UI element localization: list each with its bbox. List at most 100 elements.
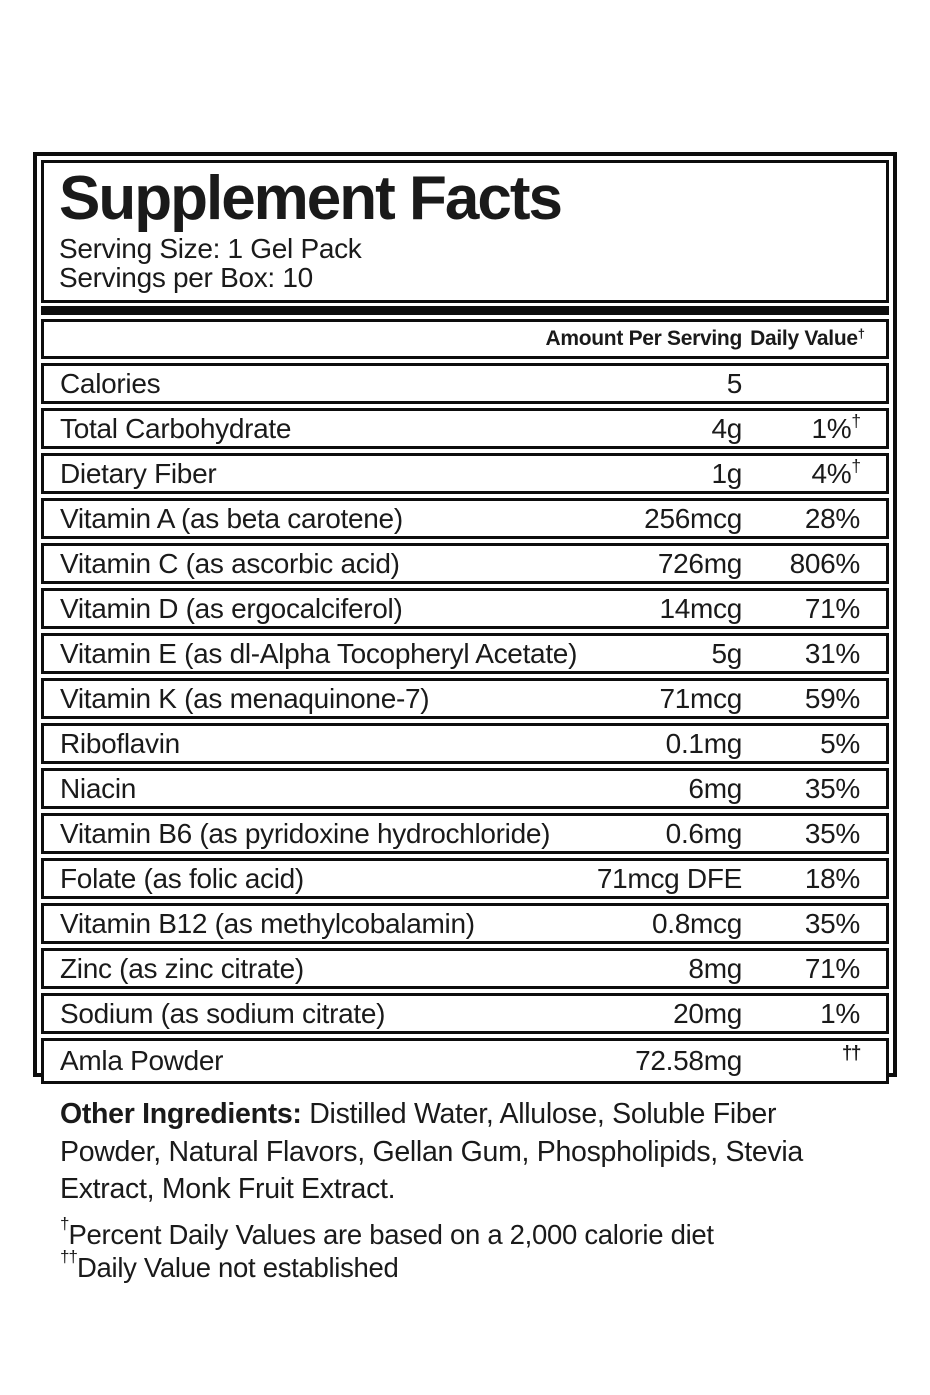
nutrient-daily-value: 71% [742,953,886,985]
table-row: Vitamin D (as ergocalciferol) 14mcg 71% [41,588,889,630]
table-row: Vitamin B12 (as methylcobalamin) 0.8mcg … [41,903,889,945]
page-title: Supplement Facts [59,164,563,233]
column-header-daily-value: Daily Value † [742,326,886,351]
table-row: Zinc (as zinc citrate) 8mg 71% [41,948,889,990]
nutrient-daily-value: 1% † [742,410,886,445]
daily-value-header-dagger: † [857,326,865,342]
nutrient-daily-value: 35% [742,773,886,805]
daily-value-dagger: †† [841,1043,862,1065]
other-ingredients-label: Other Ingredients: [60,1098,302,1130]
nutrient-name: Dietary Fiber [60,457,217,489]
daily-value-dagger: † [851,455,861,476]
daily-value-text: 1% [820,997,860,1029]
table-row: Dietary Fiber 1g 4% † [41,453,889,495]
nutrient-daily-value: 1% [742,998,886,1030]
nutrient-name: Vitamin C (as ascorbic acid) [60,547,400,579]
panel-header: Supplement Facts Serving Size: 1 Gel Pac… [41,160,889,304]
other-ingredients-text: Distilled Water, Allulose, Soluble Fiber… [60,1098,803,1206]
daily-value-text: 4% [811,457,852,489]
table-row: Vitamin C (as ascorbic acid) 726mg 806% [41,543,889,585]
panel-footer: Other Ingredients: Distilled Water, Allu… [60,1096,875,1284]
nutrient-amount: 20mg [673,997,742,1029]
table-row: Sodium (as sodium citrate) 20mg 1% [41,993,889,1035]
table-row: Vitamin B6 (as pyridoxine hydrochloride)… [41,813,889,855]
footnote-double-dagger: †† [60,1246,78,1266]
table-row: Vitamin A (as beta carotene) 256mcg 28% [41,498,889,540]
table-row: Vitamin K (as menaquinone-7) 71mcg 59% [41,678,889,720]
nutrient-amount: 5g [711,637,742,669]
nutrient-name: Vitamin E (as dl-Alpha Tocopheryl Acetat… [60,637,578,669]
nutrient-name: Sodium (as sodium citrate) [60,997,386,1029]
nutrient-daily-value: 35% [742,908,886,940]
other-ingredients: Other Ingredients: Distilled Water, Allu… [60,1096,875,1209]
servings-per-box: Servings per Box: 10 [59,261,313,293]
nutrient-amount: 0.6mg [665,817,743,849]
daily-value-text: 71% [804,952,860,984]
nutrient-amount: 726mg [657,547,742,579]
facts-rows: Calories 5 Total Carbohydrate 4g 1% † Die… [41,363,889,1085]
nutrient-name: Total Carbohydrate [60,412,292,444]
nutrient-name: Vitamin K (as menaquinone-7) [60,682,430,714]
nutrient-name: Vitamin A (as beta carotene) [60,502,403,534]
daily-value-text: 28% [804,502,860,534]
nutrient-name: Riboflavin [60,727,180,759]
daily-value-text: 5% [820,727,860,759]
nutrient-amount: 6mg [688,772,742,804]
serving-size: Serving Size: 1 Gel Pack [59,233,362,264]
nutrient-daily-value: 4% † [742,455,886,490]
nutrient-daily-value: 28% [742,503,886,535]
nutrient-daily-value: 18% [742,863,886,895]
thick-divider-bar [41,306,889,316]
nutrient-daily-value: 31% [742,638,886,670]
daily-value-text: 806% [789,547,861,579]
footnote-daily-values: †Percent Daily Values are based on a 2,0… [60,1214,875,1251]
daily-value-text: 18% [804,862,860,894]
daily-value-dagger: † [851,410,861,431]
footnote-not-established: ††Daily Value not established [60,1247,875,1284]
nutrient-amount: 4g [711,412,742,444]
daily-value-text: 59% [804,682,860,714]
nutrient-amount: 256mcg [644,502,742,534]
daily-value-header-text: Daily Value [750,327,858,351]
nutrient-name: Vitamin B6 (as pyridoxine hydrochloride) [60,817,551,849]
nutrient-amount: 0.8mcg [651,907,742,939]
nutrient-daily-value: 5% [742,728,886,760]
table-row: Niacin 6mg 35% [41,768,889,810]
nutrient-amount: 14mcg [659,592,742,624]
column-header-amount: Amount Per Serving [545,327,743,351]
footnote-dagger: † [60,1213,70,1233]
nutrient-name: Calories [60,367,161,399]
nutrient-amount: 0.1mg [665,727,743,759]
footnote-daily-values-text: Percent Daily Values are based on a 2,00… [68,1218,714,1250]
nutrient-name: Amla Powder [60,1045,224,1077]
nutrient-amount: 5 [726,367,743,399]
nutrient-amount: 8mg [688,952,742,984]
nutrient-daily-value: 71% [742,593,886,625]
nutrient-amount: 71mcg DFE [596,862,742,894]
nutrient-name: Folate (as folic acid) [60,862,304,894]
nutrient-name: Vitamin D (as ergocalciferol) [60,592,403,624]
nutrient-daily-value: 35% [742,818,886,850]
daily-value-text: 35% [804,772,860,804]
nutrient-daily-value: 806% [742,548,886,580]
footnote-not-established-text: Daily Value not established [76,1251,399,1283]
nutrient-name: Niacin [60,772,137,804]
nutrient-name: Vitamin B12 (as methylcobalamin) [60,907,475,939]
daily-value-text: 35% [804,907,860,939]
nutrient-name: Zinc (as zinc citrate) [60,952,304,984]
nutrient-daily-value: 59% [742,683,886,715]
table-row: Total Carbohydrate 4g 1% † [41,408,889,450]
daily-value-text: 31% [804,637,860,669]
daily-value-text: 71% [804,592,860,624]
daily-value-text: 1% [811,412,852,444]
nutrient-amount: 72.58mg [635,1045,742,1077]
table-row: Calories 5 [41,363,889,405]
table-row: Folate (as folic acid) 71mcg DFE 18% [41,858,889,900]
nutrient-amount: 71mcg [659,682,742,714]
nutrient-daily-value: †† [742,1043,886,1072]
table-row: Amla Powder 72.58mg †† [41,1038,889,1085]
table-row: Vitamin E (as dl-Alpha Tocopheryl Acetat… [41,633,889,675]
supplement-facts-panel: Supplement Facts Serving Size: 1 Gel Pac… [33,152,897,1085]
table-row: Riboflavin 0.1mg 5% [41,723,889,765]
nutrient-amount: 1g [711,457,742,489]
